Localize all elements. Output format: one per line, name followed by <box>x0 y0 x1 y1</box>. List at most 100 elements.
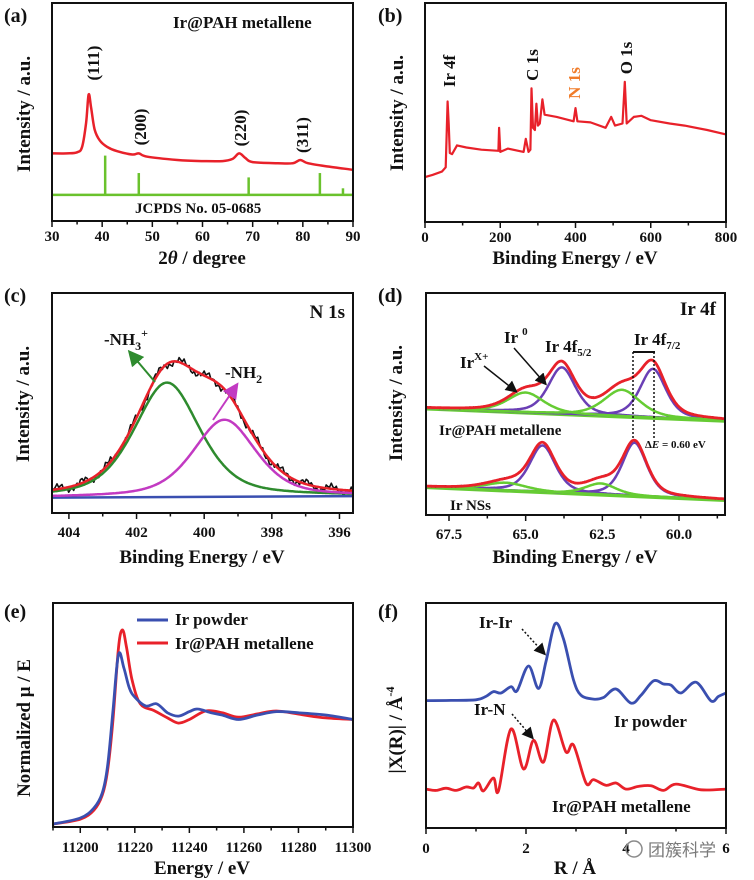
x-tick-label: 398 <box>261 525 284 541</box>
nh3-label: -NH3+ <box>104 326 148 353</box>
x-tick-label: 6 <box>722 841 730 857</box>
x-tick-label: 404 <box>58 525 81 541</box>
x-tick-label: 0 <box>421 230 429 246</box>
xanes-line <box>52 628 354 826</box>
spectrum-label-metallene: Ir@PAH metallene <box>439 423 562 439</box>
series-label-metallene: Ir@PAH metallene <box>552 797 691 816</box>
plot-frame <box>424 2 727 223</box>
x-tick-label: 60.0 <box>666 527 692 543</box>
x-tick-label: 80 <box>295 229 310 245</box>
plot-frame <box>425 292 726 516</box>
x-tick-label: 65.0 <box>513 527 539 543</box>
irx-label: IrX+ <box>460 351 488 372</box>
panel-d-title: Ir 4f <box>680 299 717 320</box>
peak-label-o1s: O 1s <box>617 41 636 74</box>
ir-n-arrow <box>511 713 534 740</box>
panel-label-a: (a) <box>4 5 27 27</box>
x-tick-label: 60 <box>195 229 210 245</box>
x-axis-label-c: Binding Energy / eV <box>119 547 284 568</box>
x-tick-label: 11260 <box>226 840 263 856</box>
x-tick-label: 11300 <box>335 840 372 856</box>
nh3-arrow <box>127 349 156 383</box>
plot-frame <box>52 602 354 828</box>
delta-e-label: ΔE = 0.60 eV <box>645 439 706 451</box>
plot-frame <box>51 2 354 222</box>
panel-c-title: N 1s <box>310 302 345 323</box>
panel-label-d: (d) <box>378 285 402 307</box>
peak-label-ir4f: Ir 4f <box>440 55 459 88</box>
y-axis-label-d: Intensity / a.u. <box>386 345 407 461</box>
y-axis-label-c: Intensity / a.u. <box>13 346 34 462</box>
ir4f72-label: Ir 4f7/2 <box>634 330 681 352</box>
x-tick-label: 67.5 <box>436 527 462 543</box>
ir-ir-label: Ir-Ir <box>479 613 513 632</box>
panel-label-f: (f) <box>378 601 398 623</box>
x-tick-label: 40 <box>95 229 110 245</box>
watermark-icon <box>625 840 643 858</box>
spectrum-label-ir-nss: Ir NSs <box>450 498 491 514</box>
nh2-arrow <box>212 382 239 421</box>
panel-label-b: (b) <box>378 5 402 27</box>
x-tick-label: 70 <box>245 229 260 245</box>
xanes-line <box>52 651 354 826</box>
watermark: 团簇科学 <box>625 840 716 861</box>
x-tick-label: 50 <box>145 229 160 245</box>
irx-arrow <box>483 365 518 393</box>
ir-n-label: Ir-N <box>474 700 506 719</box>
panel-label-c: (c) <box>4 285 26 307</box>
plot-frame <box>51 292 354 514</box>
x-tick-label: 90 <box>346 229 361 245</box>
panel-a-title: Ir@PAH metallene <box>173 13 312 32</box>
y-axis-label-b: Intensity / a.u. <box>387 55 408 171</box>
x-tick-label: 600 <box>640 230 663 246</box>
x-tick-label: 11220 <box>116 840 153 856</box>
series-label-ir-powder: Ir powder <box>614 712 687 731</box>
ir0-label: Ir 0 <box>504 326 528 347</box>
nh2-label: -NH2 <box>225 363 262 386</box>
legend-label-ir-powder: Ir powder <box>175 610 248 629</box>
x-tick-label: 62.5 <box>589 527 615 543</box>
background-line <box>425 409 726 423</box>
background-line <box>425 487 726 502</box>
nh2-component-line <box>51 418 354 498</box>
x-tick-label: 11280 <box>280 840 317 856</box>
fit-envelope-line <box>425 438 726 501</box>
x-tick-label: 402 <box>125 525 148 541</box>
plot-frame <box>425 602 727 829</box>
x-tick-label: 11200 <box>62 840 99 856</box>
exafs-line <box>425 621 727 705</box>
reference-label: JCPDS No. 05-0685 <box>135 201 261 217</box>
ir-ir-arrow <box>521 628 547 656</box>
panel-label-e: (e) <box>4 601 26 623</box>
fit-envelope-line <box>51 360 354 492</box>
x-tick-label: 800 <box>715 230 738 246</box>
peak-label-111: (111) <box>84 46 103 81</box>
x-axis-label-d: Binding Energy / eV <box>492 547 657 568</box>
y-axis-label-a: Intensity / a.u. <box>14 56 35 172</box>
x-tick-label: 2 <box>522 841 530 857</box>
peak-label-200: (200) <box>131 109 150 146</box>
x-tick-label: 400 <box>193 525 216 541</box>
background-line <box>51 494 354 499</box>
x-tick-label: 396 <box>328 525 351 541</box>
xrd-pattern-line <box>51 92 354 172</box>
x-axis-label-b: Binding Energy / eV <box>492 248 657 269</box>
nh3-component-line <box>51 381 354 495</box>
peak-label-c1s: C 1s <box>523 49 542 81</box>
ir0-arrow <box>513 347 547 386</box>
x-tick-label: 200 <box>489 230 512 246</box>
peak-label-311: (311) <box>293 117 312 153</box>
ir4f52-label: Ir 4f5/2 <box>545 337 592 359</box>
x-axis-label-e: Energy / eV <box>154 858 250 879</box>
watermark-text: 团簇科学 <box>648 841 716 861</box>
fit-envelope-line <box>425 358 726 421</box>
x-tick-label: 400 <box>564 230 587 246</box>
legend-label-metallene: Ir@PAH metallene <box>175 634 314 653</box>
oxide-component-line <box>425 481 726 502</box>
peak-label-220: (220) <box>231 110 250 147</box>
x-tick-label: 11240 <box>171 840 208 856</box>
x-tick-label: 0 <box>422 841 430 857</box>
xps-survey-line <box>424 80 727 179</box>
exafs-line <box>425 718 727 795</box>
